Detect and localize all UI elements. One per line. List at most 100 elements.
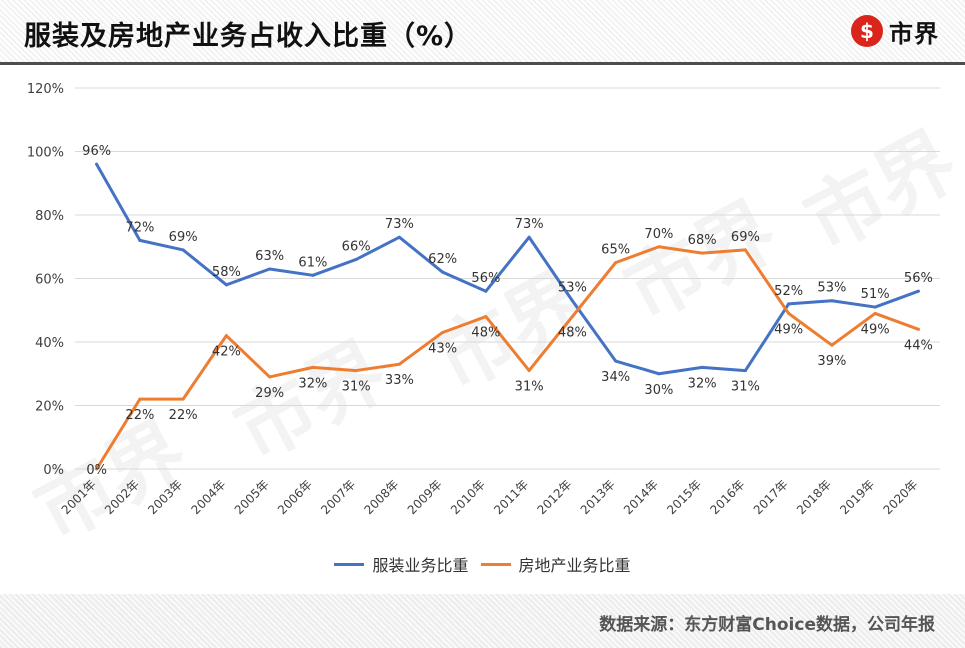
data-point [95,162,99,166]
data-label: 70% [644,227,673,242]
x-tick-label: 2004年 [189,477,229,517]
data-label: 29% [255,386,284,401]
data-point [354,257,358,261]
footer-bar: 数据来源：东方财富Choice数据，公司年报 [0,594,965,648]
data-label: 53% [558,281,587,296]
data-point [311,273,315,277]
data-point [830,343,834,347]
data-point [570,315,574,319]
data-label: 62% [428,252,457,267]
data-label: 48% [558,326,587,341]
y-tick-label: 80% [35,209,64,224]
data-label: 73% [515,217,544,232]
data-label: 56% [471,271,500,286]
logo-text: 市界 [889,19,939,48]
data-point [484,315,488,319]
x-tick-label: 2017年 [751,477,791,517]
data-point [916,289,920,293]
x-tick-label: 2018年 [794,477,834,517]
data-point [570,299,574,303]
data-label: 68% [688,233,717,248]
x-tick-label: 2011年 [491,477,531,517]
data-point [181,397,185,401]
data-point [873,305,877,309]
data-label: 43% [428,341,457,356]
header-bar: 服装及房地产业务占收入比重（%） $ 市界 [0,0,965,62]
legend-item-series-1: 服装业务比重 [334,552,469,576]
data-label: 53% [817,281,846,296]
data-label: 39% [817,354,846,369]
data-point [700,251,704,255]
data-source: 数据来源：东方财富Choice数据，公司年报 [599,615,935,635]
legend-swatch-series-2 [480,562,511,566]
x-tick-label: 2008年 [362,477,402,517]
data-point [354,369,358,373]
data-label: 44% [904,338,933,353]
x-tick-label: 2010年 [448,477,488,517]
data-point [873,311,877,315]
data-label: 31% [342,380,371,395]
data-point [614,261,618,265]
x-tick-label: 2005年 [232,477,272,517]
data-point [95,467,99,471]
data-label: 49% [861,322,890,337]
data-point [181,248,185,252]
data-point [527,369,531,373]
data-label: 33% [385,373,414,388]
data-point [441,270,445,274]
data-label: 30% [644,383,673,398]
data-label: 61% [298,255,327,270]
x-tick-label: 2019年 [837,477,877,517]
data-label: 22% [169,408,198,423]
data-label: 49% [774,322,803,337]
y-tick-label: 40% [35,336,64,351]
x-tick-label: 2001年 [59,477,99,517]
data-label: 32% [688,376,717,391]
data-label: 31% [515,380,544,395]
y-tick-label: 0% [43,463,64,478]
brand-logo: $ 市界 [851,13,939,49]
data-point [743,248,747,252]
x-tick-label: 2006年 [275,477,315,517]
data-label: 52% [774,284,803,299]
data-label: 72% [125,220,154,235]
x-tick-label: 2015年 [664,477,704,517]
x-tick-label: 2014年 [621,477,661,517]
data-label: 65% [601,243,630,258]
x-tick-label: 2012年 [535,477,575,517]
data-label: 42% [212,345,241,360]
data-point [787,311,791,315]
data-label: 58% [212,265,241,280]
y-tick-label: 100% [27,146,64,161]
y-tick-label: 120% [27,82,64,97]
data-point [311,365,315,369]
y-tick-label: 20% [35,400,64,415]
data-label: 69% [731,230,760,245]
data-point [484,289,488,293]
data-point [700,365,704,369]
data-label: 34% [601,370,630,385]
data-point [657,372,661,376]
legend-item-series-2: 房地产业务比重 [480,552,631,576]
data-label: 22% [125,408,154,423]
x-tick-label: 2007年 [318,477,358,517]
data-point [268,375,272,379]
chart-legend: 服装业务比重 房地产业务比重 [0,552,965,576]
data-point [397,235,401,239]
data-point [441,330,445,334]
y-tick-label: 60% [35,273,64,288]
legend-swatch-series-1 [334,562,365,566]
page-title: 服装及房地产业务占收入比重（%） [24,21,473,52]
x-tick-label: 2020年 [881,477,921,517]
data-point [657,245,661,249]
series-line-2 [95,245,920,471]
x-tick-label: 2003年 [145,477,185,517]
logo-icon: $ [851,15,883,47]
data-label: 32% [298,376,327,391]
data-label: 96% [82,144,111,159]
legend-label-series-2: 房地产业务比重 [518,556,631,575]
data-label: 56% [904,271,933,286]
data-point [830,299,834,303]
legend-label-series-1: 服装业务比重 [372,556,469,575]
